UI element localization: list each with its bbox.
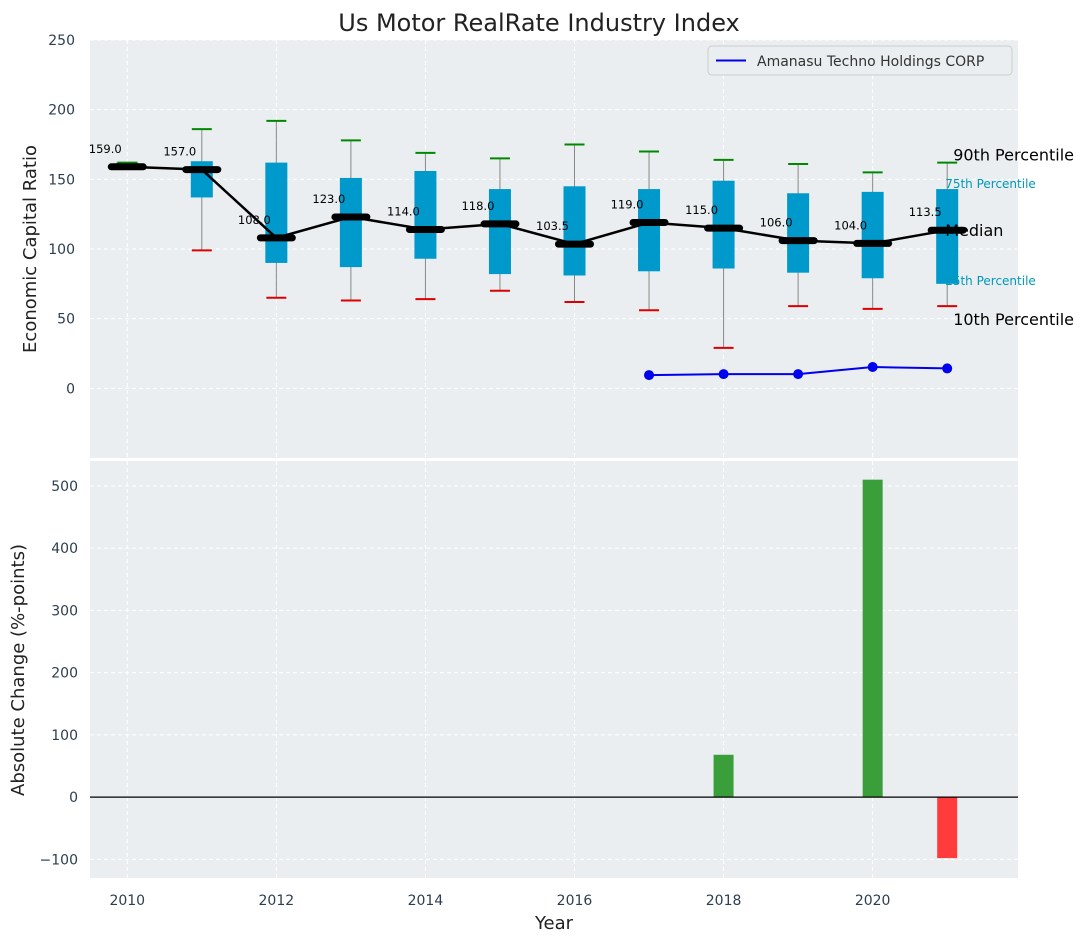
annotation-p25: 25th Percentile	[945, 274, 1036, 288]
annotation-p90: 90th Percentile	[953, 146, 1074, 165]
median-value-label: 103.5	[536, 219, 569, 233]
top-y-tick-label: 100	[48, 242, 75, 258]
legend: Amanasu Techno Holdings CORP	[707, 45, 1013, 76]
median-value-label: 159.0	[89, 142, 122, 156]
median-value-label: 104.0	[834, 218, 867, 232]
legend-box	[707, 45, 1013, 76]
x-tick-label: 2018	[706, 893, 742, 909]
company-point	[718, 369, 729, 380]
change-bar	[937, 797, 958, 859]
top-grid	[90, 39, 1018, 458]
median-value-label: 106.0	[760, 216, 793, 230]
company-point	[942, 363, 953, 374]
median-value-label: 115.0	[685, 203, 718, 217]
median-value-label: 123.0	[312, 192, 345, 206]
median-value-label: 114.0	[387, 204, 420, 218]
annotation-median: Median	[945, 221, 1003, 240]
bottom-marks	[90, 479, 1018, 859]
bottom-y-tick-label: 500	[51, 479, 78, 495]
bottom-y-tick-label: 200	[51, 666, 78, 682]
iqr-box	[787, 193, 810, 273]
iqr-box	[414, 170, 437, 259]
top-y-tick-label: 250	[48, 33, 75, 49]
x-ticks: 2010 2012 2014 2016 2018 2020	[109, 893, 890, 909]
company-point	[867, 362, 878, 373]
top-y-ticks: 0 50 100 150 200 250	[48, 33, 75, 397]
bottom-y-tick-label: 0	[69, 790, 78, 806]
change-bar	[862, 479, 883, 798]
top-y-axis-label: Economic Capital Ratio	[20, 145, 41, 353]
chart-title: Us Motor RealRate Industry Index	[338, 9, 740, 37]
top-y-tick-label: 200	[48, 103, 75, 119]
median-value-label: 108.0	[238, 213, 271, 227]
iqr-box	[638, 189, 661, 272]
bottom-y-ticks: −100 0 100 200 300 400 500	[40, 479, 78, 868]
company-point	[793, 369, 804, 380]
x-tick-label: 2020	[855, 893, 891, 909]
iqr-box	[488, 189, 511, 275]
bottom-y-tick-label: 400	[51, 541, 78, 557]
top-y-tick-label: 50	[57, 312, 75, 328]
x-axis-label: Year	[534, 913, 574, 934]
median-value-label: 113.5	[909, 205, 942, 219]
top-y-tick-label: 0	[66, 381, 75, 397]
iqr-box	[563, 186, 586, 276]
top-marks: 159.0 157.0 108.0 123.0 114.0 118.0 103.5 119.0…	[89, 119, 1074, 381]
x-tick-label: 2012	[259, 893, 295, 909]
iqr-box	[936, 189, 959, 284]
median-value-label: 118.0	[461, 199, 494, 213]
annotation-p10: 10th Percentile	[953, 310, 1074, 329]
company-point	[644, 370, 655, 381]
top-y-tick-label: 150	[48, 172, 75, 188]
legend-label-amanasu: Amanasu Techno Holdings CORP	[757, 54, 984, 70]
change-bar	[713, 754, 734, 798]
x-tick-label: 2010	[109, 893, 145, 909]
iqr-box	[339, 177, 362, 268]
median-value-label: 119.0	[611, 198, 644, 212]
bottom-y-tick-label: 100	[51, 728, 78, 744]
bottom-y-tick-label: −100	[40, 852, 78, 868]
bottom-y-axis-label: Absolute Change (%-points)	[8, 544, 29, 796]
median-value-label: 157.0	[163, 145, 196, 159]
x-tick-label: 2016	[557, 893, 593, 909]
x-tick-label: 2014	[408, 893, 444, 909]
iqr-box	[861, 191, 884, 279]
annotation-p75: 75th Percentile	[945, 177, 1036, 191]
bottom-y-tick-label: 300	[51, 603, 78, 619]
